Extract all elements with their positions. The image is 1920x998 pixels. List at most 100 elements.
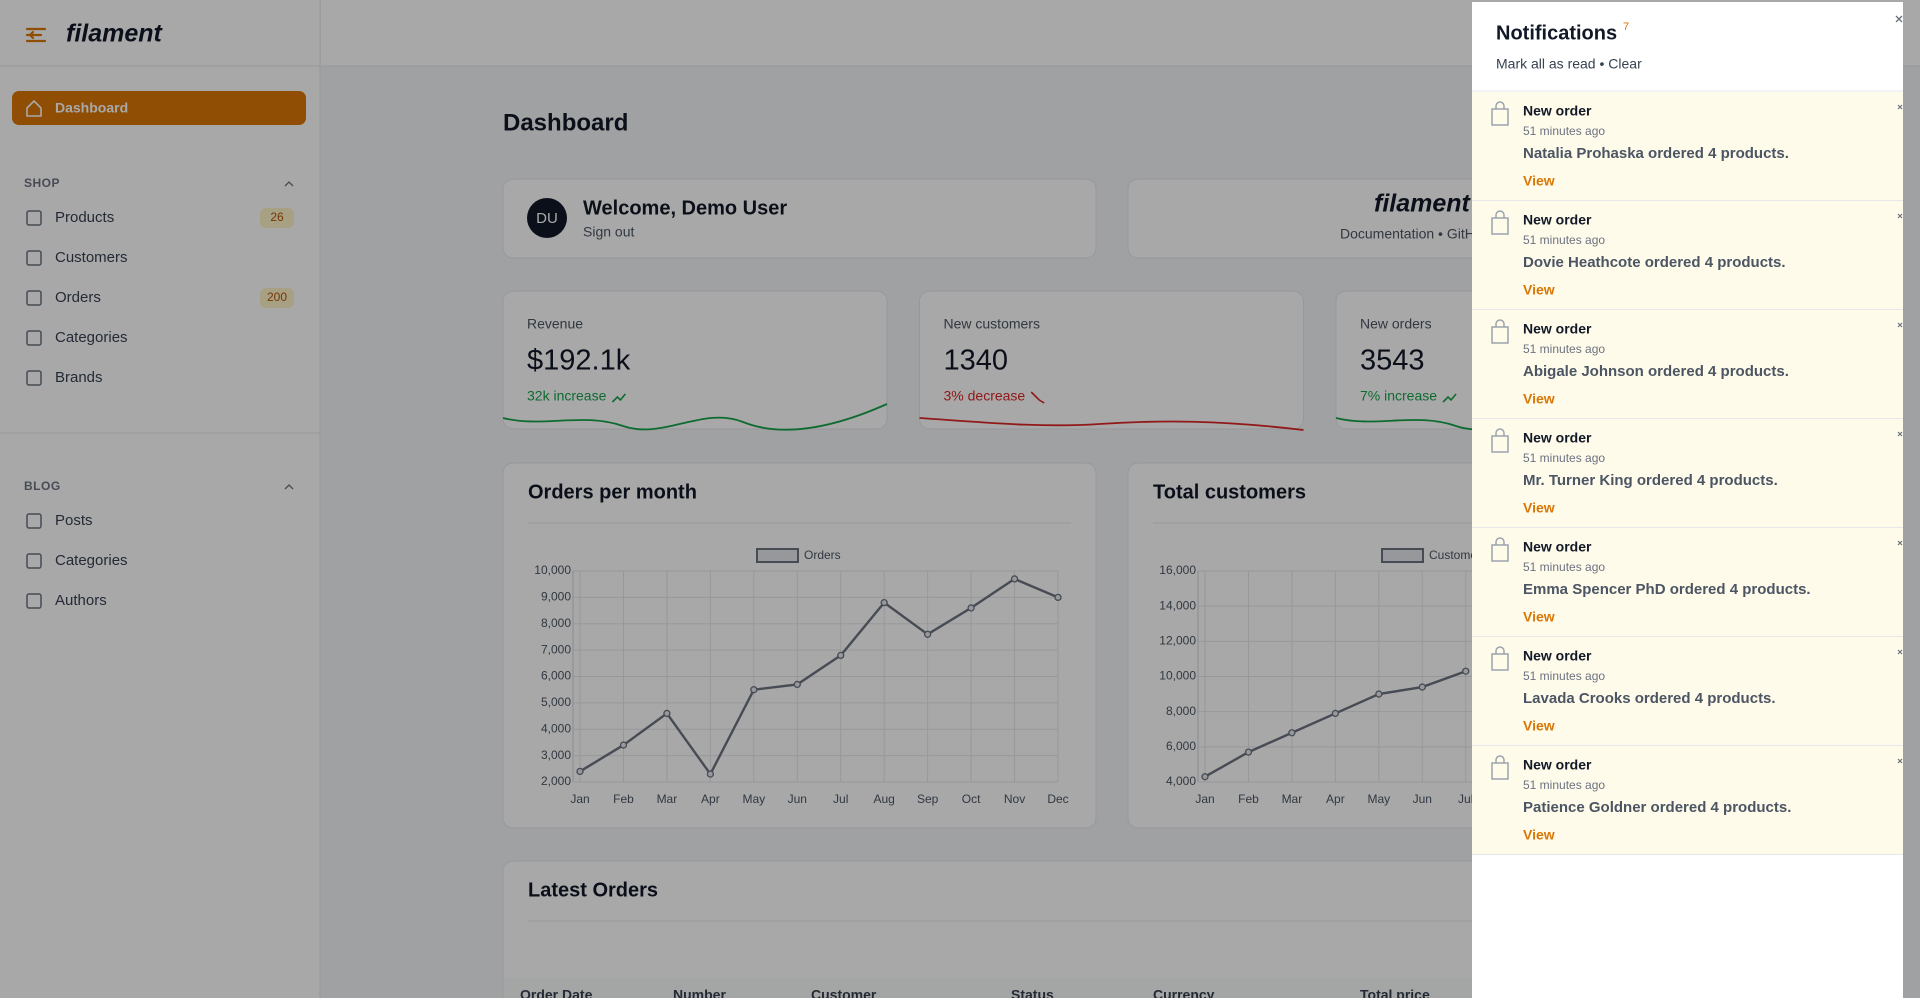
nav-label[interactable]: Authors: [55, 592, 107, 609]
stat-card: [502, 290, 888, 430]
dismiss-button[interactable]: [1897, 213, 1903, 219]
nav-icon: [26, 250, 42, 266]
stat-value: $192.1k: [527, 345, 631, 377]
nav-label[interactable]: Categories: [55, 329, 128, 346]
x-tick-label: Dec: [1047, 792, 1068, 806]
nav-label[interactable]: Dashboard: [55, 100, 128, 116]
x-tick-label: Jan: [1195, 792, 1214, 806]
bag-icon: [1491, 319, 1509, 344]
notification-title: New order: [1523, 212, 1592, 228]
bag-icon: [1491, 755, 1509, 780]
y-tick-label: 16,000: [1159, 563, 1196, 577]
sparkline: [919, 417, 1304, 431]
nav-label[interactable]: Customers: [55, 249, 128, 266]
notification-action[interactable]: View: [1523, 609, 1555, 625]
notification-body: Patience Goldner ordered 4 products.: [1523, 799, 1791, 816]
x-tick-label: Jun: [1413, 792, 1432, 806]
nav-item-active[interactable]: [12, 91, 306, 125]
sidebar-nav: Dashboard SHOP Products 26 Customers Orders 20…: [0, 91, 320, 609]
menu-icon[interactable]: [25, 27, 47, 43]
dismiss-button[interactable]: [1897, 431, 1903, 437]
notification-title: New order: [1523, 103, 1592, 119]
nav-badge: 200: [267, 290, 287, 304]
notification-action[interactable]: View: [1523, 173, 1555, 189]
trend-icon: [1030, 391, 1045, 404]
notification-body: Emma Spencer PhD ordered 4 products.: [1523, 581, 1811, 598]
x-tick-label: Mar: [1282, 792, 1303, 806]
sparkline: [502, 403, 888, 431]
point: [1201, 773, 1209, 781]
nav-label[interactable]: Posts: [55, 512, 93, 529]
x-tick-label: Feb: [613, 792, 634, 806]
x-tick-label: Jun: [788, 792, 807, 806]
column-header[interactable]: Status: [1011, 987, 1054, 998]
notification-title: New order: [1523, 321, 1592, 337]
x-tick-label: Oct: [962, 792, 981, 806]
nav-label[interactable]: Categories: [55, 552, 128, 569]
y-tick-label: 10,000: [534, 563, 571, 577]
x-tick-label: Nov: [1004, 792, 1025, 806]
dismiss-button[interactable]: [1897, 758, 1903, 764]
notification-action[interactable]: View: [1523, 282, 1555, 298]
x-tick-label: May: [742, 792, 765, 806]
notification-action[interactable]: View: [1523, 500, 1555, 516]
notification-action[interactable]: View: [1523, 827, 1555, 843]
info-logo: filament: [1374, 190, 1472, 218]
point: [750, 686, 758, 694]
collapse-icon[interactable]: [284, 484, 294, 490]
point: [1462, 667, 1470, 675]
y-tick-label: 14,000: [1159, 598, 1196, 612]
sidebar: [0, 0, 320, 998]
notifications-count: 7: [1623, 21, 1629, 33]
stat-label: New customers: [944, 316, 1040, 332]
nav-label[interactable]: Orders: [55, 289, 101, 306]
nav-icon: [26, 370, 42, 386]
stat-value: 1340: [944, 345, 1009, 377]
dismiss-button[interactable]: [1897, 104, 1903, 110]
dismiss-button[interactable]: [1897, 540, 1903, 546]
notification-bg: [1472, 201, 1903, 309]
nav-icon: [26, 513, 42, 529]
y-tick-label: 3,000: [541, 748, 571, 762]
dismiss-button[interactable]: [1897, 649, 1903, 655]
table-header: [504, 978, 1719, 998]
column-header[interactable]: Number: [673, 987, 726, 998]
nav-icon: [26, 330, 42, 346]
notification-body: Dovie Heathcote ordered 4 products.: [1523, 254, 1786, 271]
nav-group-label: BLOG: [24, 479, 61, 493]
column-header[interactable]: Currency: [1153, 987, 1215, 998]
logo[interactable]: filament: [66, 20, 164, 48]
dismiss-button[interactable]: [1897, 322, 1903, 328]
bag-icon: [1491, 210, 1509, 235]
x-tick-label: Mar: [657, 792, 678, 806]
y-tick-label: 8,000: [541, 616, 571, 630]
collapse-icon[interactable]: [284, 181, 294, 187]
info-links[interactable]: Documentation • GitHub: [1340, 226, 1491, 242]
y-tick-label: 2,000: [541, 774, 571, 788]
column-header[interactable]: Total price: [1360, 987, 1430, 998]
line: [579, 577, 1059, 777]
legend-swatch: [756, 548, 799, 563]
nav-label[interactable]: Brands: [55, 369, 103, 386]
nav-group-label: SHOP: [24, 176, 60, 190]
nav-icon: [26, 593, 42, 609]
nav-label[interactable]: Products: [55, 209, 114, 226]
notification-action[interactable]: View: [1523, 391, 1555, 407]
avatar: [527, 198, 567, 238]
notifications-actions[interactable]: Mark all as read • Clear: [1496, 56, 1642, 72]
close-button[interactable]: [1895, 15, 1903, 23]
notification-bg: [1472, 637, 1903, 745]
stat-card: [919, 290, 1304, 430]
y-tick-label: 9,000: [541, 590, 571, 604]
x-tick-label: Sep: [917, 792, 939, 806]
point: [576, 767, 584, 776]
column-header[interactable]: Customer: [811, 987, 877, 998]
trend-icon: [1442, 393, 1457, 403]
stat-label: New orders: [1360, 316, 1432, 332]
notification-action[interactable]: View: [1523, 718, 1555, 734]
sign-out[interactable]: Sign out: [583, 224, 634, 240]
nav-badge-bg: [260, 288, 294, 308]
column-header[interactable]: Order Date: [520, 987, 593, 998]
